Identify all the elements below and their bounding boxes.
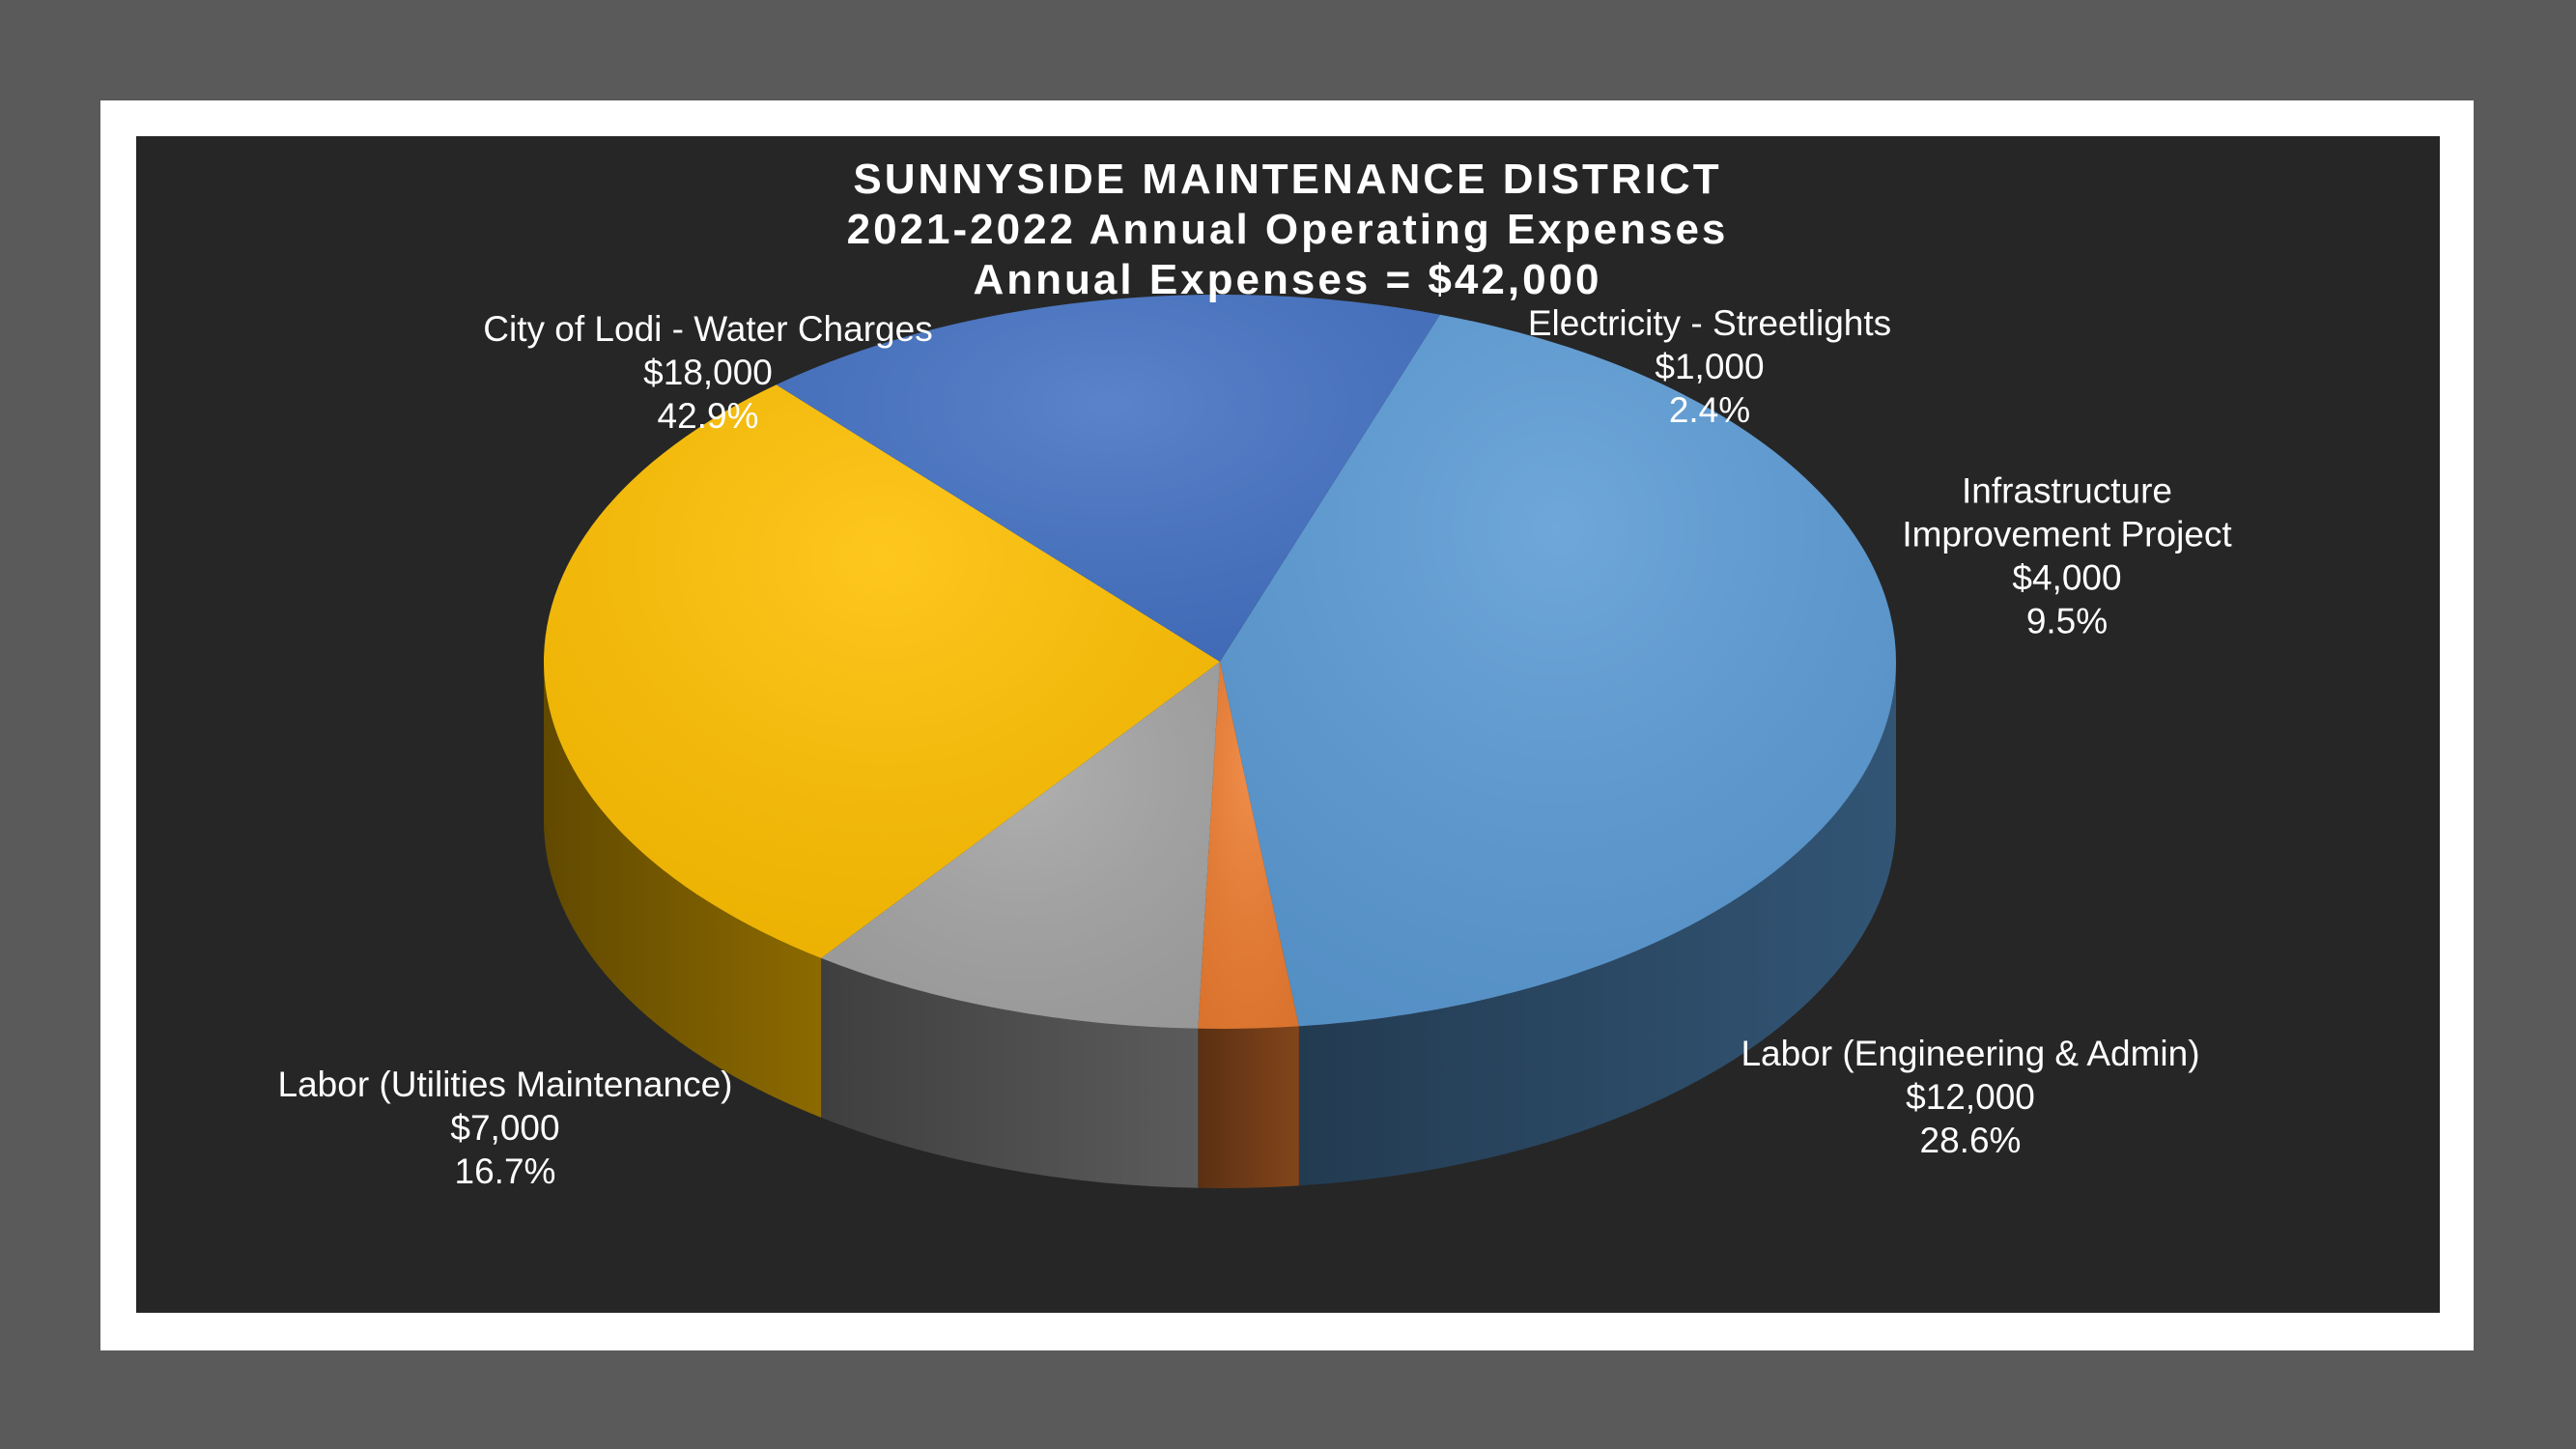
pie-side-3: [544, 662, 822, 1118]
slice-label-3-line-0: Labor (Engineering & Admin): [1741, 1034, 2199, 1073]
chart-subtitle: 2021-2022 Annual Operating Expenses: [847, 206, 1729, 253]
pie-slice-shade-2: [821, 662, 1220, 1029]
pie-side-0: [1298, 662, 1896, 1186]
slice-label-2-line-2: $4,000: [2012, 558, 2121, 598]
pie-slice-shade-4: [776, 295, 1440, 662]
slice-label-1-line-1: $1,000: [1655, 347, 1764, 386]
slice-label-2-line-1: Improvement Project: [1902, 515, 2232, 554]
chart-title: SUNNYSIDE MAINTENANCE DISTRICT: [853, 156, 1721, 203]
slice-label-2-line-0: Infrastructure: [1962, 471, 2172, 511]
pie-side-2: [821, 957, 1199, 1188]
pie-slice-shade-3: [544, 384, 1220, 958]
slice-label-1-line-0: Electricity - Streetlights: [1528, 303, 1891, 343]
slice-label-4-line-1: $7,000: [450, 1108, 559, 1148]
slice-label-0-line-0: City of Lodi - Water Charges: [483, 309, 932, 349]
slice-label-1-line-2: 2.4%: [1669, 390, 1750, 430]
slice-label-4-line-0: Labor (Utilities Maintenance): [278, 1065, 733, 1104]
chart-subtitle-total: Annual Expenses = $42,000: [974, 256, 1602, 303]
slice-label-3-line-2: 28.6%: [1920, 1121, 2022, 1160]
pie-side-1: [1198, 1026, 1299, 1189]
slice-label-3-line-1: $12,000: [1906, 1077, 2035, 1117]
pie-tops: [544, 295, 1896, 1030]
pie-slice-shade-0: [1220, 314, 1896, 1027]
slice-label-0-line-2: 42.9%: [658, 396, 759, 436]
pie-sides: [544, 662, 1896, 1189]
slice-labels: City of Lodi - Water Charges $18,000 42.9%…: [278, 303, 2233, 1191]
slice-label-4-line-2: 16.7%: [455, 1151, 556, 1191]
slice-label-0-line-1: $18,000: [643, 353, 773, 392]
pie-slice-shade-1: [1198, 662, 1299, 1030]
slice-label-2-line-3: 9.5%: [2026, 602, 2108, 641]
